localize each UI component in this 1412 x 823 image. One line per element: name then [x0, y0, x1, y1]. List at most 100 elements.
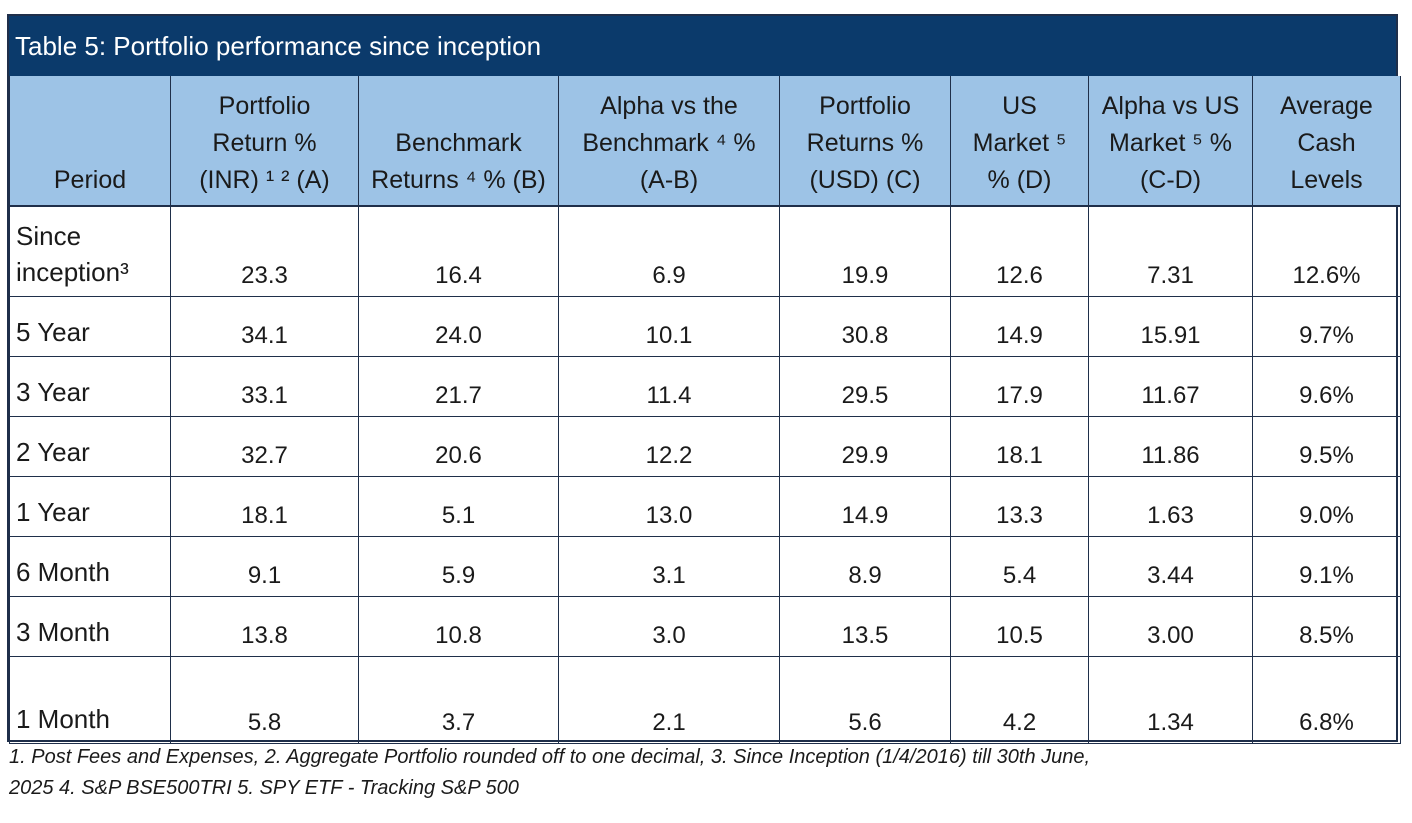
footnote-line: 1. Post Fees and Expenses, 2. Aggregate … — [9, 746, 1091, 768]
table-row: Since inception³ 23.3 16.4 6.9 19.9 12.6… — [9, 205, 1401, 297]
value-cell: 7.31 — [1088, 205, 1253, 297]
table-row: 2 Year 32.7 20.6 12.2 29.9 18.1 11.86 9.… — [9, 415, 1401, 477]
header-line: Returns % — [806, 129, 924, 157]
period-cell: 6 Month — [9, 535, 171, 597]
header-line: Portfolio — [819, 92, 911, 120]
value-cell: 20.6 — [358, 415, 559, 477]
value-cell: 23.3 — [170, 205, 359, 297]
header-benchmark-returns: Benchmark Returns ⁴ % (B) — [358, 76, 559, 207]
value-cell: 12.2 — [558, 415, 780, 477]
value-cell: 5.1 — [358, 475, 559, 537]
value-cell: 13.5 — [779, 595, 951, 657]
value-cell: 33.1 — [170, 355, 359, 417]
period-cell: 3 Year — [9, 355, 171, 417]
value-cell: 6.9 — [558, 205, 780, 297]
header-alpha-vs-us-market: Alpha vs US Market ⁵ % (C-D) — [1088, 76, 1253, 207]
period-line: Since — [16, 220, 82, 251]
value-cell: 1.63 — [1088, 475, 1253, 537]
table-row: 1 Month 5.8 3.7 2.1 5.6 4.2 1.34 6.8% — [9, 655, 1401, 744]
header-row: Period Portfolio Return % (INR) ¹ ² (A) … — [9, 76, 1401, 207]
header-portfolio-return-inr: Portfolio Return % (INR) ¹ ² (A) — [170, 76, 359, 207]
value-cell: 19.9 — [779, 205, 951, 297]
value-cell: 13.0 — [558, 475, 780, 537]
value-cell: 11.4 — [558, 355, 780, 417]
value-cell: 29.9 — [779, 415, 951, 477]
value-cell: 10.1 — [558, 295, 780, 357]
header-portfolio-returns-usd: Portfolio Returns % (USD) (C) — [779, 76, 951, 207]
period-cell: 5 Year — [9, 295, 171, 357]
header-line: Market ⁵ — [972, 129, 1067, 157]
value-cell: 18.1 — [950, 415, 1089, 477]
header-period: Period — [9, 76, 171, 207]
period-cell: 1 Year — [9, 475, 171, 537]
value-cell: 9.1 — [170, 535, 359, 597]
value-cell: 14.9 — [950, 295, 1089, 357]
value-cell: 5.4 — [950, 535, 1089, 597]
value-cell: 8.9 — [779, 535, 951, 597]
footnote: 1. Post Fees and Expenses, 2. Aggregate … — [9, 742, 1309, 804]
period-line: inception³ — [16, 256, 129, 287]
value-cell: 29.5 — [779, 355, 951, 417]
value-cell: 21.7 — [358, 355, 559, 417]
value-cell: 3.7 — [358, 655, 559, 744]
value-cell: 5.9 — [358, 535, 559, 597]
header-line: (USD) (C) — [809, 166, 921, 194]
value-cell: 8.5% — [1252, 595, 1401, 657]
header-line: Average — [1280, 92, 1373, 120]
value-cell: 13.8 — [170, 595, 359, 657]
value-cell: 24.0 — [358, 295, 559, 357]
period-cell: Since inception³ — [9, 205, 171, 297]
header-line: Cash — [1297, 129, 1356, 157]
value-cell: 14.9 — [779, 475, 951, 537]
header-line: Benchmark ⁴ % — [582, 129, 756, 157]
header-average-cash-levels: Average Cash Levels — [1252, 76, 1401, 207]
header-line: Returns ⁴ % (B) — [371, 166, 546, 194]
value-cell: 9.0% — [1252, 475, 1401, 537]
header-line: Return % — [212, 129, 317, 157]
footnote-line: 2025 4. S&P BSE500TRI 5. SPY ETF - Track… — [9, 777, 519, 799]
header-line: Portfolio — [218, 92, 311, 120]
header-line: Alpha vs the — [600, 92, 738, 120]
value-cell: 2.1 — [558, 655, 780, 744]
header-line: Benchmark — [395, 129, 522, 157]
value-cell: 18.1 — [170, 475, 359, 537]
value-cell: 3.0 — [558, 595, 780, 657]
header-line: % (D) — [987, 166, 1052, 194]
value-cell: 10.5 — [950, 595, 1089, 657]
performance-table: Period Portfolio Return % (INR) ¹ ² (A) … — [9, 76, 1401, 744]
value-cell: 11.67 — [1088, 355, 1253, 417]
value-cell: 12.6% — [1252, 205, 1401, 297]
header-line: Period — [53, 166, 127, 194]
header-alpha-vs-benchmark: Alpha vs the Benchmark ⁴ % (A-B) — [558, 76, 780, 207]
header-line: Alpha vs US — [1101, 92, 1240, 120]
period-cell: 1 Month — [9, 655, 171, 744]
value-cell: 16.4 — [358, 205, 559, 297]
value-cell: 34.1 — [170, 295, 359, 357]
value-cell: 5.6 — [779, 655, 951, 744]
header-line: US — [1002, 92, 1037, 120]
value-cell: 15.91 — [1088, 295, 1253, 357]
table-row: 6 Month 9.1 5.9 3.1 8.9 5.4 3.44 9.1% — [9, 535, 1401, 597]
value-cell: 1.34 — [1088, 655, 1253, 744]
value-cell: 32.7 — [170, 415, 359, 477]
value-cell: 12.6 — [950, 205, 1089, 297]
table-row: 5 Year 34.1 24.0 10.1 30.8 14.9 15.91 9.… — [9, 295, 1401, 357]
header-line: (INR) ¹ ² (A) — [199, 166, 330, 194]
value-cell: 9.5% — [1252, 415, 1401, 477]
value-cell: 17.9 — [950, 355, 1089, 417]
value-cell: 5.8 — [170, 655, 359, 744]
header-line: (C-D) — [1139, 166, 1202, 194]
value-cell: 9.1% — [1252, 535, 1401, 597]
value-cell: 9.6% — [1252, 355, 1401, 417]
value-cell: 3.00 — [1088, 595, 1253, 657]
performance-table-frame: Table 5: Portfolio performance since inc… — [7, 14, 1401, 744]
table-row: 3 Month 13.8 10.8 3.0 13.5 10.5 3.00 8.5… — [9, 595, 1401, 657]
header-us-market: US Market ⁵ % (D) — [950, 76, 1089, 207]
value-cell: 3.44 — [1088, 535, 1253, 597]
period-cell: 3 Month — [9, 595, 171, 657]
value-cell: 11.86 — [1088, 415, 1253, 477]
header-line: Levels — [1290, 166, 1363, 194]
table-row: 3 Year 33.1 21.7 11.4 29.5 17.9 11.67 9.… — [9, 355, 1401, 417]
table-title: Table 5: Portfolio performance since inc… — [9, 16, 1396, 76]
value-cell: 6.8% — [1252, 655, 1401, 744]
